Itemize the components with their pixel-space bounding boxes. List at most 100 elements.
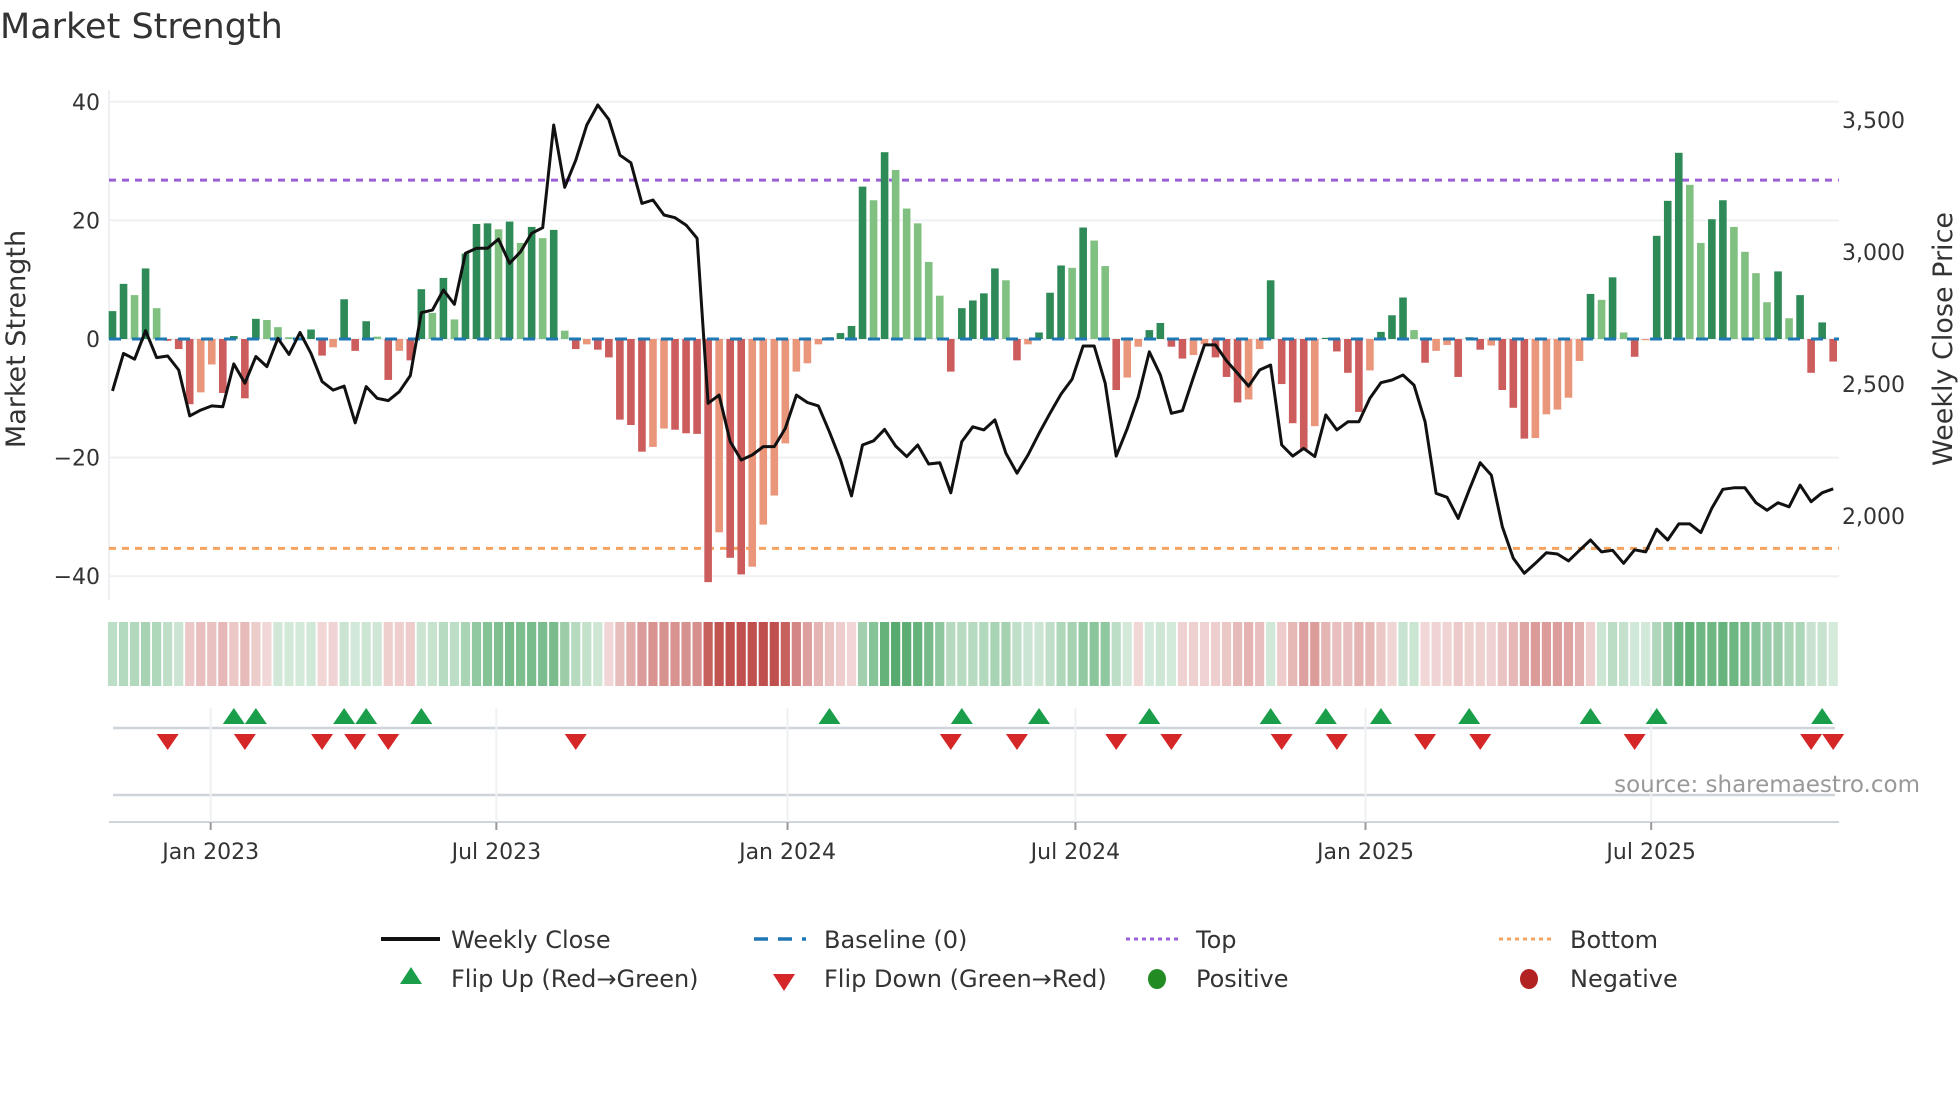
strength-bar bbox=[693, 339, 701, 434]
legend-item-bottom[interactable]: Bottom bbox=[1499, 926, 1658, 954]
strip-cell bbox=[857, 622, 868, 686]
strength-bar bbox=[1101, 266, 1109, 339]
strength-bar bbox=[274, 327, 282, 339]
strength-bar bbox=[1167, 339, 1176, 347]
strength-bar bbox=[1763, 302, 1771, 339]
strip-cell bbox=[504, 622, 515, 686]
strip-cell bbox=[284, 622, 294, 686]
strip-cell bbox=[1144, 622, 1154, 686]
flip-down-marker bbox=[156, 734, 179, 750]
strength-bar bbox=[980, 293, 988, 339]
legend-label: Top bbox=[1195, 926, 1237, 954]
strength-bar bbox=[1663, 200, 1672, 339]
strip-cell bbox=[1530, 622, 1540, 686]
triangle-down-icon bbox=[773, 974, 795, 991]
strip-cell bbox=[1607, 622, 1618, 686]
strip-cell bbox=[1034, 622, 1044, 686]
strip-cell bbox=[1078, 622, 1088, 686]
strip-cell bbox=[1288, 622, 1298, 686]
flip-up-marker bbox=[410, 708, 433, 724]
strength-bar bbox=[1608, 277, 1617, 339]
flip-up-marker bbox=[1811, 708, 1834, 724]
strength-bar bbox=[1586, 293, 1595, 339]
strength-bar bbox=[991, 268, 999, 339]
strip-cell bbox=[1100, 622, 1110, 686]
strip-cell bbox=[1464, 622, 1474, 686]
strength-bar bbox=[1796, 295, 1804, 339]
flip-down-marker bbox=[939, 734, 962, 750]
strength-bar bbox=[1035, 332, 1043, 339]
strip-cell bbox=[1475, 622, 1485, 686]
legend-item-flip-up[interactable]: Flip Up (Red→Green) bbox=[400, 965, 699, 993]
strength-bar bbox=[1741, 251, 1749, 339]
strength-bar bbox=[1178, 339, 1187, 359]
flip-up-marker bbox=[1579, 708, 1602, 724]
y2-tick-label: 2,500 bbox=[1842, 373, 1905, 398]
legend-item-flip-down[interactable]: Flip Down (Green→Red) bbox=[773, 965, 1107, 993]
weekly-close-line bbox=[111, 103, 1834, 575]
y-axis-label: Market Strength bbox=[1, 230, 32, 448]
x-tick-label: Jan 2025 bbox=[1315, 840, 1414, 865]
strip-cell bbox=[1266, 622, 1276, 686]
strip-cell bbox=[1056, 622, 1066, 686]
flip-up-marker bbox=[1314, 708, 1337, 724]
strength-bar bbox=[1818, 322, 1826, 339]
strip-cell bbox=[1431, 622, 1441, 686]
strip-cell bbox=[516, 622, 526, 686]
strip-cell bbox=[891, 622, 901, 686]
strip-cell bbox=[924, 622, 934, 686]
y-tick-label: 40 bbox=[72, 91, 100, 116]
strength-bar bbox=[1200, 339, 1209, 345]
strength-bar bbox=[715, 339, 723, 533]
strip-cell bbox=[273, 622, 283, 686]
strength-bar bbox=[737, 339, 746, 575]
strength-bar bbox=[1399, 297, 1407, 339]
strip-cell bbox=[1111, 622, 1121, 686]
strength-bar bbox=[1377, 331, 1385, 339]
flip-down-marker bbox=[564, 734, 587, 750]
strength-bar bbox=[406, 339, 415, 361]
legend-label: Positive bbox=[1196, 965, 1289, 993]
legend-item-top[interactable]: Top bbox=[1126, 926, 1237, 954]
strip-cell bbox=[913, 622, 923, 686]
legend-item-baseline[interactable]: Baseline (0) bbox=[754, 926, 967, 954]
strength-bar bbox=[538, 238, 547, 339]
legend-item-negative[interactable]: Negative bbox=[1520, 965, 1678, 993]
strength-bar bbox=[428, 312, 437, 339]
strip-cell bbox=[736, 622, 746, 686]
strip-cell bbox=[185, 622, 195, 686]
legend-item-weekly-close[interactable]: Weekly Close bbox=[381, 926, 611, 954]
strength-bar bbox=[627, 339, 635, 425]
strip-cell bbox=[670, 622, 680, 686]
strength-bar bbox=[946, 339, 955, 372]
strip-cell bbox=[107, 622, 118, 686]
strip-cell bbox=[229, 622, 239, 686]
strength-bar bbox=[163, 339, 172, 341]
strength-bar bbox=[638, 339, 646, 452]
strip-cell bbox=[394, 622, 404, 686]
strip-cell bbox=[1674, 622, 1684, 686]
strip-cell bbox=[868, 622, 879, 686]
strength-bar bbox=[252, 318, 260, 339]
strength-bar bbox=[318, 339, 326, 356]
flip-down-marker bbox=[344, 734, 367, 750]
flip-down-marker bbox=[1005, 734, 1028, 750]
strength-bar bbox=[1344, 339, 1352, 373]
strength-bar bbox=[1112, 339, 1121, 390]
strip-cell bbox=[813, 622, 824, 686]
strip-cell bbox=[769, 622, 779, 686]
strip-cell bbox=[1277, 622, 1287, 686]
strength-bar bbox=[1222, 339, 1231, 377]
strip-cell bbox=[1012, 622, 1022, 686]
strength-bar bbox=[141, 268, 150, 339]
strength-bar bbox=[958, 308, 966, 339]
flip-up-marker bbox=[1645, 708, 1668, 724]
legend-item-positive[interactable]: Positive bbox=[1148, 965, 1289, 993]
strip-cell bbox=[1740, 622, 1750, 686]
flip-down-marker bbox=[233, 734, 256, 750]
strength-bar bbox=[594, 339, 602, 350]
strip-cell bbox=[747, 622, 757, 686]
strength-bar bbox=[1244, 339, 1253, 400]
strength-bar bbox=[307, 329, 315, 339]
strip-cell bbox=[129, 622, 140, 686]
